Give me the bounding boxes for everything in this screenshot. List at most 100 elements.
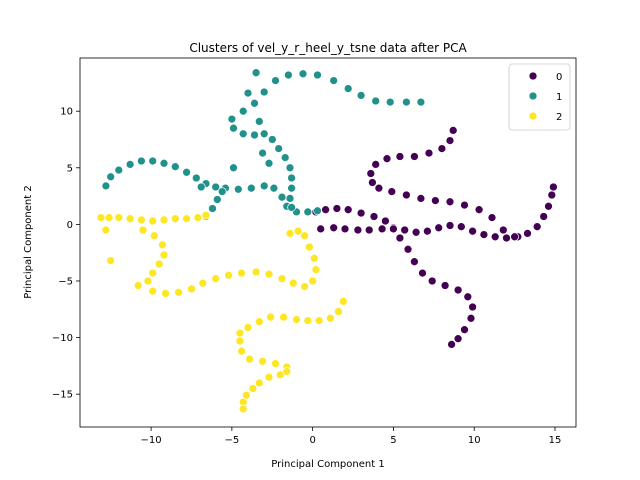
data-point [258,148,267,158]
data-point [343,205,353,215]
data-point [271,76,280,85]
data-point [201,210,211,220]
data-point [277,274,287,284]
data-point [148,156,158,166]
data-point [448,126,458,135]
data-point [338,297,348,306]
data-point [434,223,444,233]
data-point [356,91,366,100]
x-tick-label: −10 [141,435,162,446]
data-point [403,244,413,254]
data-point [259,129,269,139]
data-point [229,123,238,133]
y-tick-label: −15 [52,390,73,401]
data-point [259,181,269,191]
data-point [238,129,248,139]
data-point [427,276,437,286]
data-point [125,214,135,224]
series-2 [96,210,348,414]
data-point [198,278,208,288]
data-point [238,404,248,414]
data-point [288,278,298,288]
data-point [114,213,124,222]
data-point [395,152,405,161]
data-point [106,172,116,182]
data-point [254,378,264,388]
data-point [326,313,335,323]
data-point [250,98,259,108]
data-point [313,70,322,80]
data-point [238,106,248,116]
data-point [187,284,196,294]
data-point [274,144,284,153]
data-point [196,182,206,192]
data-point [125,160,135,169]
data-point [235,336,245,346]
data-point [254,317,264,327]
data-point [303,207,313,217]
data-point [106,256,116,265]
data-point [316,224,326,234]
x-tick-label: 5 [390,435,396,446]
data-point [490,232,500,242]
y-axis-ticks: −15 −10 −5 0 5 10 [52,107,80,401]
series-1 [101,68,426,221]
data-point [275,370,285,380]
data-point [284,70,293,80]
data-point [293,226,303,236]
data-point [237,268,246,278]
legend-marker-0 [528,71,538,81]
data-point [266,312,275,322]
data-point [287,203,296,212]
data-point [237,346,246,356]
data-point [137,156,146,166]
legend-marker-2 [528,111,538,121]
data-point [456,222,466,232]
data-point [314,316,324,325]
data-point [285,163,295,173]
data-point [305,242,314,252]
x-axis-ticks: −10 −5 0 5 10 15 [141,427,561,446]
data-point [159,215,169,225]
data-point [445,221,455,230]
data-point [423,226,432,236]
data-point [479,230,489,239]
data-point [343,84,353,93]
data-point [313,206,322,216]
data-point [466,313,476,323]
data-point [271,359,280,368]
data-point [96,213,106,222]
data-point [233,184,243,194]
y-tick-label: −10 [52,333,73,344]
data-point [460,200,469,210]
plot-area-frame [79,57,577,428]
legend-label-0: 0 [556,72,562,83]
data-point [211,182,221,192]
data-point [463,292,473,302]
data-point [298,69,308,79]
data-point [170,162,180,172]
data-point [487,213,497,222]
y-tick-label: 0 [67,220,73,231]
data-point [416,194,426,203]
data-point [148,216,158,226]
x-axis-label: Principal Component 1 [271,459,384,470]
data-point [148,268,158,278]
data-point [309,253,319,263]
data-point [211,274,221,284]
legend-marker-1 [528,91,538,101]
data-point [154,259,164,269]
data-point [445,197,455,207]
data-point [138,225,148,235]
data-point [101,225,111,235]
data-point [474,205,484,215]
data-point [285,229,295,238]
data-point [402,190,411,200]
data-point [287,173,296,183]
data-point [468,302,477,312]
data-point [285,194,295,203]
data-point [251,267,261,277]
data-point [217,187,227,196]
data-point [532,222,542,232]
